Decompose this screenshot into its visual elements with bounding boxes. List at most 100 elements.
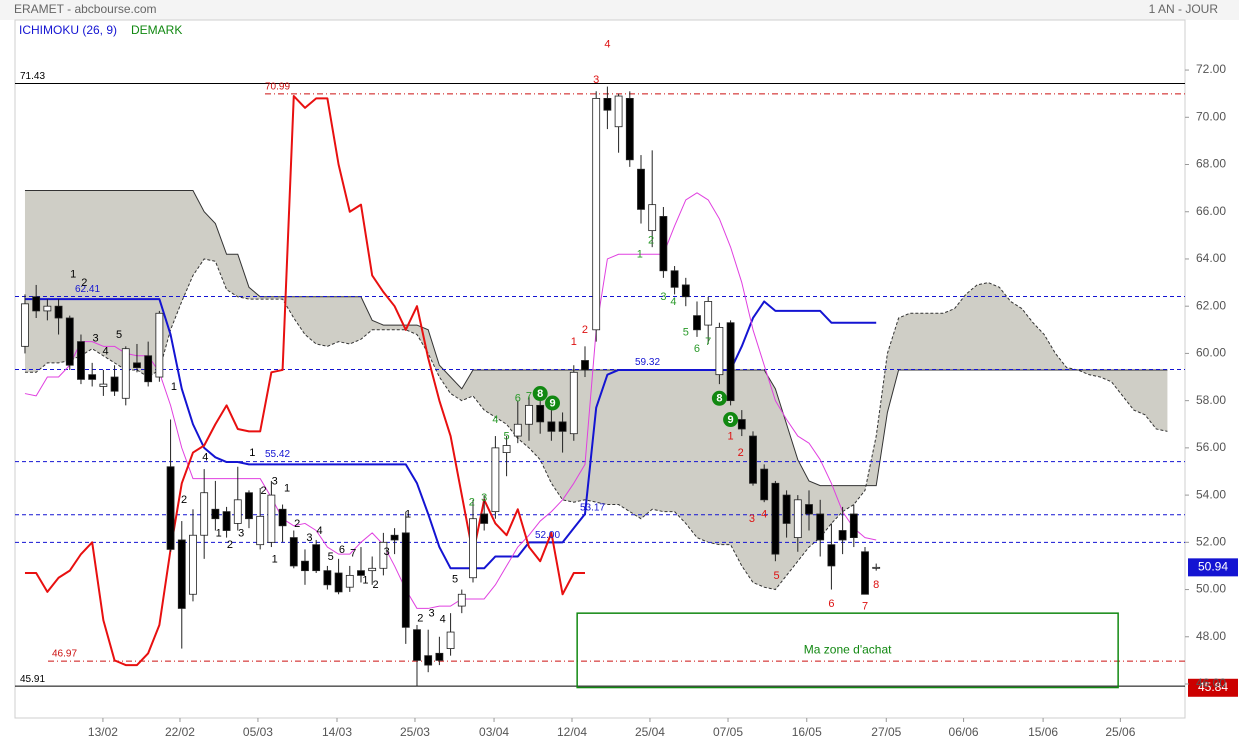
demark-count: 7 [526,390,532,402]
candle-body [849,513,858,538]
candle-body [77,341,85,380]
candle-body [737,419,746,430]
candle-body [110,376,119,392]
demark-count: 2 [181,494,187,506]
candle-body [278,508,287,527]
demark-count: 2 [81,277,87,289]
candle-body [715,327,724,376]
price-box [1188,678,1238,697]
candle-body [558,421,567,432]
demark-count: 1 [284,482,290,494]
demark-count: 7 [705,336,711,348]
candle-body [289,537,298,567]
buy-zone-label: Ma zone d'achat [804,643,892,657]
demark-count: 4 [492,414,498,426]
candle-body [301,560,309,572]
demark-count: 4 [103,345,109,357]
demark-count: 2 [738,447,744,459]
candle-body [390,534,399,541]
demark-count: 1 [216,527,222,539]
candle-body [513,423,522,437]
demark-count: 7 [862,600,868,612]
x-tick-label: 12/04 [557,725,587,739]
candle-body [569,371,578,435]
indicator-line [24,95,585,667]
demark-count: 5 [116,329,122,341]
candle-body [88,374,97,380]
candle-body [581,360,589,371]
demark-count: 5 [328,551,334,563]
demark-count: 4 [440,613,446,625]
level-label: 70.99 [265,82,290,93]
y-tick-label: 52.00 [1196,534,1226,548]
candle-body [267,494,276,543]
candle-body [726,322,735,402]
level-label: 55.42 [265,449,290,460]
x-tick-label: 13/02 [88,725,118,739]
demark-count: 1 [405,508,411,520]
ichimoku-cloud [24,190,1168,590]
candle-body [502,445,511,453]
demark-count: 6 [515,393,521,405]
y-tick-label: 70.00 [1196,109,1226,123]
demark-count: 3 [481,492,487,504]
y-tick-label: 50.00 [1196,582,1226,596]
demark-circle [545,395,561,411]
candle-body [144,355,153,383]
x-tick-label: 07/05 [713,725,743,739]
demark-count: 1 [728,430,734,442]
x-tick-label: 27/05 [871,725,901,739]
x-tick-label: 03/04 [479,725,509,739]
candle-body [368,567,377,572]
header-bar [0,0,1239,20]
demark-count: 8 [537,388,543,400]
demark-count: 3 [593,74,599,86]
candle-body [592,97,601,331]
level-label: 62.41 [75,284,100,295]
demark-count: 3 [660,291,666,303]
demark-count: 2 [227,539,233,551]
level-label: 53.17 [580,502,605,513]
chart-title: ERAMET - abcbourse.com [14,2,157,16]
demark-count: 4 [761,508,767,520]
demark-count: 1 [362,575,368,587]
x-tick-label: 06/06 [949,725,979,739]
candle-body [648,204,657,232]
candle-body [872,566,881,569]
candle-body [670,270,679,288]
demark-count: 2 [648,234,654,246]
x-tick-label: 25/04 [635,725,665,739]
demark-count: 1 [272,553,278,565]
candle-body [805,504,813,515]
candle-body [760,468,769,501]
y-tick-label: 68.00 [1196,157,1226,171]
candle-body [446,631,455,649]
candle-body [491,447,500,513]
cloud-span-a [24,258,1168,591]
demark-count: 3 [428,608,434,620]
price-box-label: 45.84 [1198,680,1228,694]
x-tick-label: 05/03 [243,725,273,739]
demark-count: 7 [350,547,356,559]
demark-count: 2 [417,612,423,624]
demark-count: 4 [670,296,676,308]
demark-count: 8 [716,393,722,405]
demark-count: 5 [683,327,689,339]
demark-count: 8 [873,579,879,591]
demark-count: 6 [694,343,700,355]
y-tick-label: 62.00 [1196,298,1226,312]
candle-body [54,305,63,319]
period: 1 AN - JOUR [1149,2,1219,16]
candle-body [827,544,836,567]
candle-body [816,513,825,541]
x-tick-label: 16/05 [792,725,822,739]
price-box [1188,558,1238,577]
candle-body [222,511,231,531]
demark-count: 2 [469,497,475,509]
candle-body [525,404,533,425]
candle-body [424,655,433,666]
candle-body [65,317,74,366]
demark-count: 4 [202,452,208,464]
demark-count: 2 [260,485,266,497]
